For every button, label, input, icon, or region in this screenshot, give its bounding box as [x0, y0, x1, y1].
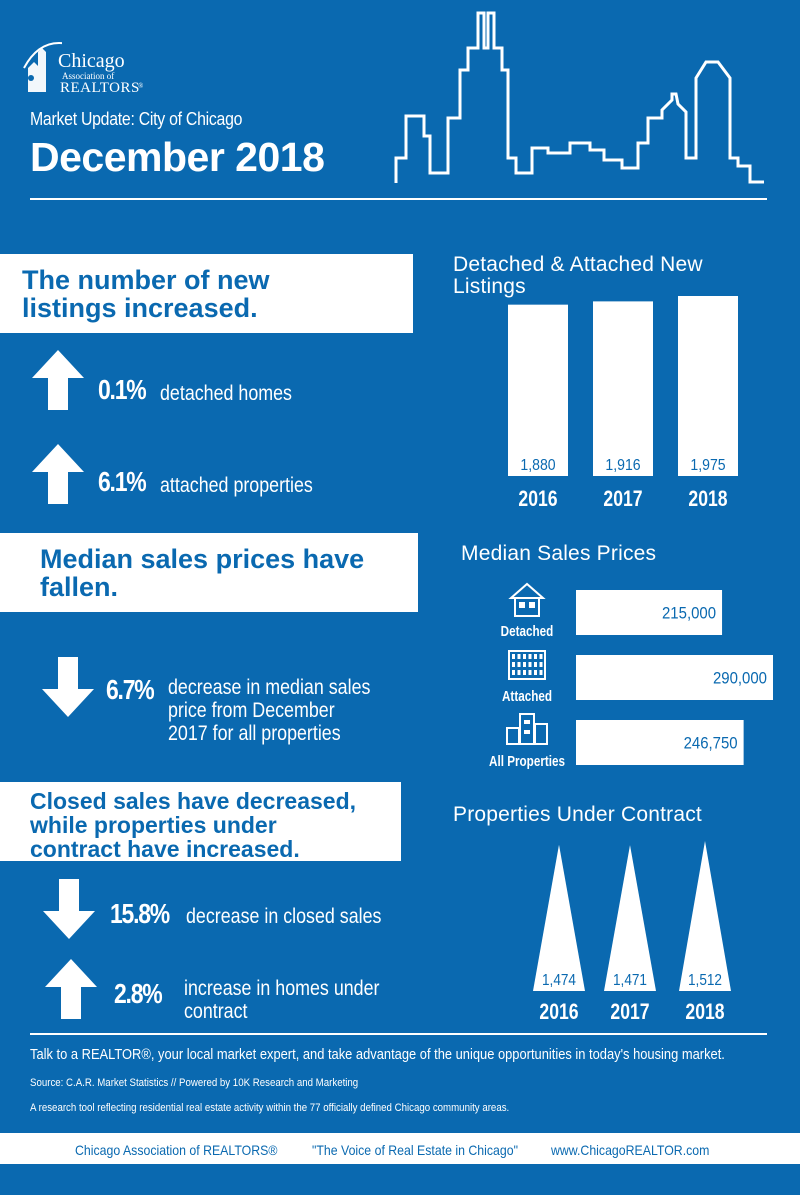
footer-cta: Talk to a REALTOR®, your local market ex…: [30, 1046, 725, 1063]
listings-bar-2016: [508, 304, 568, 476]
contract-bar-2016: [533, 844, 585, 991]
median-price-change: 6.7%: [106, 674, 155, 705]
sales-headline-line2: while properties under: [30, 812, 277, 838]
contract-year-label: 2016: [539, 1000, 578, 1024]
closed-sales-label: decrease in closed sales: [186, 905, 381, 928]
listings-headline: The number of new listings increased.: [0, 254, 413, 333]
subtitle: Market Update: City of Chicago: [30, 109, 243, 129]
logo-emblem-icon: [23, 42, 62, 92]
listings-headline-line2: listings increased.: [22, 293, 258, 323]
arrow-up-icon: [32, 350, 84, 410]
footer-org: Chicago Association of REALTORS®: [75, 1142, 278, 1158]
chart-listings: 1,880 2016 1,916 2017 1,975 2018: [508, 296, 738, 512]
closed-sales-label-line1: decrease in closed sales: [186, 905, 382, 928]
under-contract-change: 2.8%: [114, 978, 163, 1009]
logo-line1: Chicago: [58, 50, 125, 72]
arrow-down-icon: [43, 879, 95, 939]
arrow-up-icon: [45, 959, 97, 1019]
price-bar-all-properties: [576, 720, 744, 765]
price-bar-detached: [576, 590, 723, 635]
price-category-label: Attached: [502, 688, 552, 705]
chart-prices: 215,000 Detached 290,000 Attached 246,750 All…: [489, 582, 773, 770]
sales-headline: Closed sales have decreased, while prope…: [0, 782, 401, 861]
arrow-down-icon: [42, 657, 94, 717]
listings-value-label: 1,880: [520, 456, 555, 474]
logo-line3: REALTORS: [60, 80, 140, 96]
chart-contract: 1,474 2016 1,471 2017 1,512 2018: [533, 841, 731, 1025]
listings-value-label: 1,975: [690, 456, 725, 474]
chart-listings-title-line2: Listings: [453, 275, 526, 298]
median-price-description-line1: decrease in median sales: [168, 676, 371, 699]
header-divider: [30, 198, 767, 200]
listings-bar-2018: [678, 296, 738, 476]
price-category-label: All Properties: [489, 753, 565, 770]
under-contract-label-line2: contract: [184, 1000, 248, 1023]
listings-bar-2017: [593, 301, 653, 476]
attached-listings-change: 6.1%: [98, 466, 147, 497]
sales-headline-line3: contract have increased.: [30, 836, 300, 862]
logo-reg: ®: [138, 82, 144, 90]
footer-tagline: "The Voice of Real Estate in Chicago": [312, 1142, 518, 1158]
contract-year-label: 2018: [685, 1000, 724, 1024]
price-value-label: 215,000: [662, 605, 716, 623]
attached-listings-label: attached properties: [160, 474, 313, 497]
listings-value-label: 1,916: [605, 456, 640, 474]
chart-listings-title: Detached & Attached New Listings: [453, 254, 703, 298]
prices-headline-line2: fallen.: [40, 572, 119, 602]
chart-listings-title-line1: Detached & Attached New: [453, 253, 703, 276]
chart-contract-title: Properties Under Contract: [453, 803, 702, 826]
price-value-label: 290,000: [713, 670, 767, 688]
detached-listings-change: 0.1%: [98, 374, 147, 405]
footer-url[interactable]: www.ChicagoREALTOR.com: [551, 1142, 710, 1158]
detached-listings-label: detached homes: [160, 382, 292, 405]
prices-headline-line1: Median sales prices have: [40, 544, 365, 574]
contract-year-label: 2017: [610, 1000, 649, 1024]
price-bar-attached: [576, 655, 773, 700]
logo-line2: Association of: [62, 71, 115, 81]
contract-value-label: 1,471: [613, 972, 647, 989]
closed-sales-change: 15.8%: [110, 898, 170, 929]
median-price-description-line3: 2017 for all properties: [168, 722, 341, 745]
listings-year-label: 2017: [603, 487, 642, 511]
arrow-up-icon: [32, 444, 84, 504]
page-title: December 2018: [30, 134, 325, 180]
contract-value-label: 1,512: [688, 972, 722, 989]
price-category-label: Detached: [501, 623, 554, 640]
prices-headline: Median sales prices have fallen.: [0, 533, 418, 612]
contract-bar-2018: [679, 841, 731, 991]
median-price-description: decrease in median sales price from Dece…: [168, 676, 370, 745]
under-contract-label-line1: increase in homes under: [184, 977, 380, 1000]
price-value-label: 246,750: [684, 735, 738, 753]
footer-divider: [30, 1033, 767, 1035]
listings-year-label: 2018: [688, 487, 727, 511]
footer-bar: Chicago Association of REALTORS® "The Vo…: [0, 1133, 800, 1164]
listings-headline-line1: The number of new: [22, 265, 270, 295]
sales-headline-line1: Closed sales have decreased,: [30, 788, 357, 814]
buildings-icon: [506, 713, 548, 745]
median-price-description-line2: price from December: [168, 699, 335, 722]
footer-note: A research tool reflecting residential r…: [30, 1102, 510, 1114]
house-icon: [508, 582, 546, 617]
chart-prices-title: Median Sales Prices: [461, 542, 657, 565]
under-contract-label: increase in homes under contract: [184, 977, 379, 1023]
logo: Chicago Association of REALTORS ®: [22, 38, 147, 100]
skyline-icon: [394, 11, 764, 184]
contract-value-label: 1,474: [542, 972, 576, 989]
footer-source: Source: C.A.R. Market Statistics // Powe…: [30, 1077, 359, 1089]
contract-bar-2017: [604, 845, 656, 991]
listings-year-label: 2016: [518, 487, 557, 511]
apartment-icon: [508, 650, 546, 680]
